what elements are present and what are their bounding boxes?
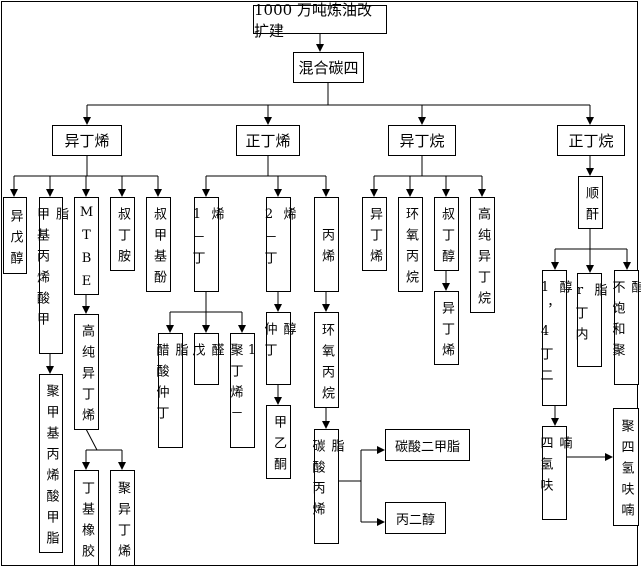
polybutene-1-box: 聚丁烯－1 xyxy=(228,333,260,448)
propylene-oxide-box: 环氧丙烷 xyxy=(314,312,339,408)
maleic-anhydride-box: 顺酐 xyxy=(578,176,603,229)
isobutene-from-tba-box: 异丁烯 xyxy=(434,291,459,365)
isoamyl-alcohol-box: 异戊醇 xyxy=(3,197,27,274)
n-butane-box: 正丁烷 xyxy=(557,125,625,156)
polyisobutene-box: 聚异丁烯 xyxy=(110,470,135,566)
gbl-box: r丁内脂 xyxy=(573,273,607,367)
propylene-carbonate-box: 碳酸丙烯脂 xyxy=(310,429,344,544)
tert-methylphenol-box: 叔甲基酚 xyxy=(146,197,171,292)
tert-butylamine-box: 叔丁胺 xyxy=(110,197,135,271)
butene-2-box: 2－丁烯 xyxy=(262,197,296,292)
butene-1-box: 1－丁烯 xyxy=(190,197,224,292)
propylene-glycol-box: 丙二醇 xyxy=(385,502,446,534)
dmc-box: 碳酸二甲脂 xyxy=(385,429,470,461)
mek-box: 甲乙酮 xyxy=(266,405,291,479)
n-butene-box: 正丁烯 xyxy=(236,125,300,156)
title-box: 1000 万吨炼油改扩建 xyxy=(253,1,387,40)
butyl-rubber-box: 丁基橡胶 xyxy=(74,470,99,566)
isobutane-box: 异丁烷 xyxy=(388,125,456,156)
propylene-box: 丙烯 xyxy=(314,197,339,292)
high-purity-isobutane-box: 高纯异丁烷 xyxy=(470,197,495,313)
isobutene-box: 异丁烯 xyxy=(52,125,122,156)
valeraldehyde-box: 戊醛 xyxy=(190,333,224,385)
sec-butyl-acetate-box: 醋酸仲丁脂 xyxy=(154,333,188,448)
isobutene-from-isobutane-box: 异丁烯 xyxy=(362,197,387,271)
sec-butanol-box: 仲丁醇 xyxy=(262,312,296,385)
mtbe-box: MTBE xyxy=(74,197,99,297)
bdo-box: 1，4丁二醇 xyxy=(538,270,572,406)
root-box: 混合碳四 xyxy=(293,52,364,83)
propylene-oxide-from-isobutane-box: 环氧丙烷 xyxy=(398,197,423,292)
mma-box: 甲基丙烯酸甲脂 xyxy=(34,197,68,354)
ptmeg-box: 聚四氢呋喃 xyxy=(613,408,639,526)
thf-box: 四氢呋喃 xyxy=(538,426,572,520)
pmma-box: 聚甲基丙烯酸甲脂 xyxy=(39,374,63,553)
high-purity-isobutene-box: 高纯异丁烯 xyxy=(74,314,99,430)
tert-butanol-box: 叔丁醇 xyxy=(434,197,459,271)
unsaturated-polyester-box: 不饱和聚酯 xyxy=(610,270,641,385)
